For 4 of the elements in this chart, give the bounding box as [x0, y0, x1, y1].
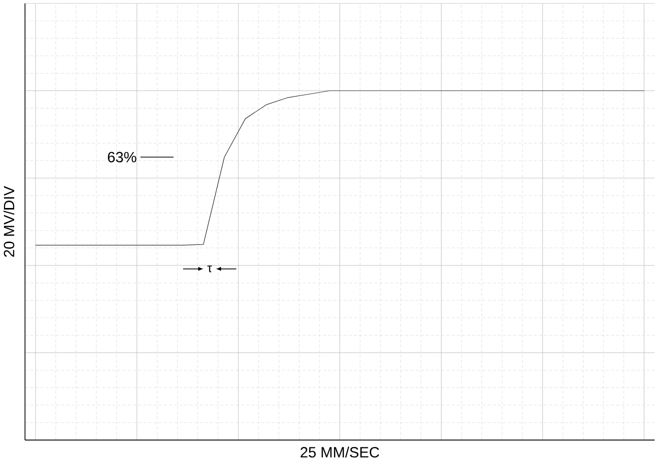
annotation: τ [207, 266, 212, 272]
y-axis-title: 20 MV/DIV [3, 186, 14, 257]
x-axis-title: 25 MM/SEC [300, 446, 380, 458]
annotation: 63% [108, 152, 136, 162]
